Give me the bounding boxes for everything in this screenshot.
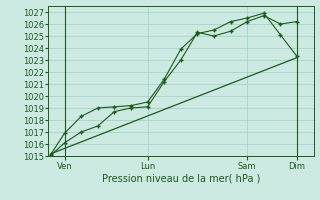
X-axis label: Pression niveau de la mer( hPa ): Pression niveau de la mer( hPa ) (102, 173, 260, 183)
